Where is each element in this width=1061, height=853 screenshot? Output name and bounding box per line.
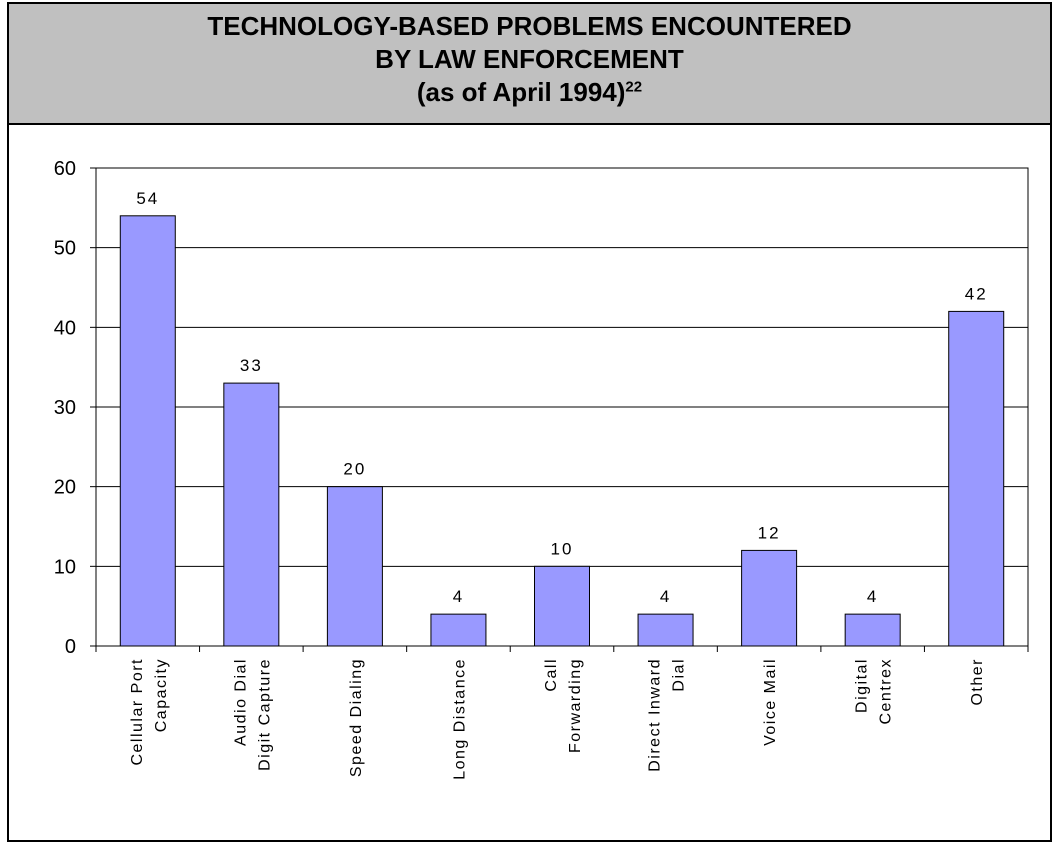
data-label: 33: [240, 356, 263, 375]
category-label-line: Call: [543, 658, 560, 692]
category-label-line: Speed Dialing: [348, 658, 365, 777]
category-label: Other: [969, 658, 986, 706]
category-label: Digital Centrex: [854, 658, 895, 725]
bar: [948, 310, 1005, 647]
category-label: Speed Dialing: [348, 658, 365, 777]
y-tick-label: 20: [54, 477, 76, 499]
category-label: Audio Dial Digit Capture: [232, 658, 273, 771]
y-tick-label: 0: [65, 636, 76, 658]
y-tick-label: 10: [54, 556, 76, 578]
category-label: Long Distance: [451, 658, 468, 780]
data-label: 20: [343, 460, 366, 479]
data-label: 54: [136, 189, 159, 208]
data-label: 12: [758, 523, 781, 542]
category-label-line: Voice Mail: [762, 658, 779, 746]
category-label-line: Other: [969, 658, 986, 706]
bar: [534, 565, 590, 647]
bar: [119, 215, 176, 647]
footnote-ref: 22: [625, 78, 643, 96]
bar: [844, 613, 901, 647]
data-label: 4: [453, 587, 464, 606]
category-label-line: Digital: [854, 658, 871, 713]
category-label-line: Dial: [671, 658, 688, 692]
bar: [741, 549, 798, 647]
data-label: 10: [551, 539, 574, 558]
category-label: Direct Inward Dial: [647, 658, 688, 772]
data-label: 4: [660, 587, 671, 606]
category-label-line: Long Distance: [451, 658, 468, 780]
title-line-3: (as of April 1994)22: [9, 76, 1050, 109]
category-label-line: Direct Inward: [647, 658, 664, 772]
data-label: 42: [965, 284, 988, 303]
category-label: Call Forwarding: [543, 658, 584, 753]
y-tick-label: 40: [54, 317, 76, 339]
title-line-2: BY LAW ENFORCEMENT: [375, 44, 684, 74]
category-label-line: Cellular Port: [129, 658, 146, 766]
chart-title: TECHNOLOGY-BASED PROBLEMS ENCOUNTERED BY…: [9, 4, 1050, 125]
chart-frame: TECHNOLOGY-BASED PROBLEMS ENCOUNTERED BY…: [7, 2, 1052, 842]
category-label: Cellular Port Capacity: [129, 658, 170, 766]
bar: [430, 613, 487, 647]
bar: [326, 486, 383, 647]
bar: [637, 613, 694, 647]
data-label: 4: [867, 587, 878, 606]
y-tick-label: 60: [54, 158, 76, 180]
category-label-line: Forwarding: [567, 658, 584, 753]
title-line-3-text: (as of April 1994): [416, 77, 626, 107]
y-tick-label: 50: [54, 238, 76, 260]
category-label-line: Audio Dial: [232, 658, 249, 746]
title-line-1: TECHNOLOGY-BASED PROBLEMS ENCOUNTERED: [207, 11, 852, 41]
category-label-line: Digit Capture: [256, 658, 273, 771]
y-tick-label: 30: [54, 397, 76, 419]
category-label: Voice Mail: [762, 658, 779, 746]
category-label-line: Capacity: [153, 658, 170, 732]
category-label-line: Centrex: [878, 658, 895, 725]
bar: [223, 382, 280, 647]
